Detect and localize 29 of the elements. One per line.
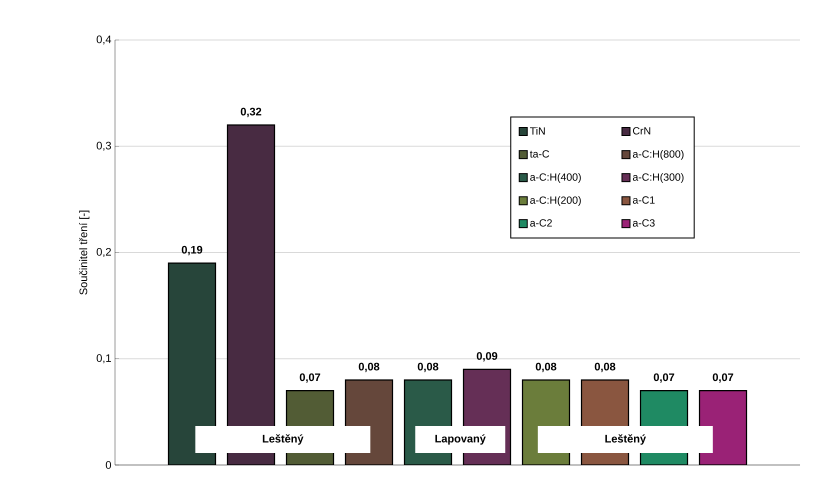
legend-label: a-C:H(400) — [530, 173, 581, 183]
data-label: 0,08 — [358, 362, 380, 372]
y-tick-label: 0 — [106, 461, 112, 469]
y-axis-title: Součinitel tření [-] — [79, 210, 90, 295]
legend-label: a-C3 — [632, 219, 655, 227]
legend-label: a-C2 — [530, 219, 552, 227]
y-tick-label: 0,2 — [96, 248, 111, 258]
data-label: 0,08 — [418, 362, 438, 372]
legend-label: a-C:H(800) — [632, 150, 684, 160]
data-label: 0,32 — [240, 108, 262, 118]
legend-label: a-C:H(300) — [632, 173, 684, 183]
legend-label: CrN — [633, 127, 650, 135]
legend-label: a-C1 — [632, 196, 655, 204]
y-tick-label: 0,3 — [96, 142, 111, 151]
legend-label: TiN — [530, 126, 545, 135]
y-tick-label: 0,1 — [96, 354, 111, 364]
y-tick-label: 0,4 — [96, 35, 112, 45]
data-label: 0,08 — [536, 362, 556, 372]
annotation: Lapovaný — [435, 434, 486, 445]
data-label: 0,08 — [594, 362, 616, 372]
annotation: Leštěný — [262, 434, 304, 445]
data-label: 0,09 — [476, 352, 498, 362]
data-label: 0,19 — [182, 246, 202, 256]
legend-label: ta-C — [530, 150, 550, 158]
legend-label: a-C:H(200) — [530, 196, 581, 206]
data-label: 0,07 — [712, 373, 734, 383]
data-label: 0,07 — [300, 373, 320, 383]
data-label: 0,07 — [654, 373, 674, 383]
annotation: Leštěný — [605, 434, 646, 445]
